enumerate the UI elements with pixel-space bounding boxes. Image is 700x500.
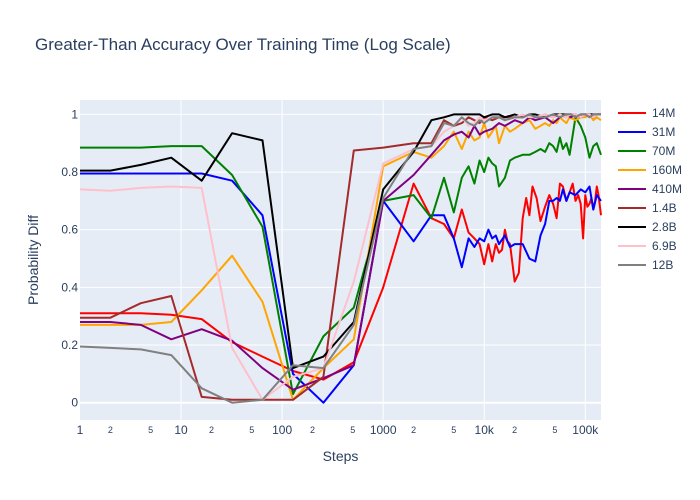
legend-item-12B[interactable]: 12B bbox=[618, 258, 673, 272]
x-tick-label: 100k bbox=[572, 423, 599, 437]
legend-item-410M[interactable]: 410M bbox=[618, 182, 682, 196]
x-axis-ticks: 1 10 100 1000 10k 100k 2 5 2 5 2 5 2 5 2 5 bbox=[77, 423, 600, 437]
y-axis-title: Probability Diff bbox=[25, 215, 41, 305]
x-minor-tick-label: 5 bbox=[552, 425, 557, 435]
y-tick-label: 0.4 bbox=[61, 280, 78, 294]
legend-label: 2.8B bbox=[652, 220, 677, 234]
legend-item-70M[interactable]: 70M bbox=[618, 144, 675, 158]
x-minor-tick-label: 2 bbox=[411, 425, 416, 435]
x-minor-tick-label: 5 bbox=[451, 425, 456, 435]
legend-label: 14M bbox=[652, 106, 675, 120]
x-tick-label: 10 bbox=[174, 423, 188, 437]
series-line-12B bbox=[79, 113, 601, 404]
series-line-6.9B bbox=[79, 113, 601, 401]
legend-label: 160M bbox=[652, 163, 682, 177]
series-line-70M bbox=[80, 116, 602, 396]
y-tick-label: 0 bbox=[71, 396, 78, 410]
y-axis-ticks: 0 0.2 0.4 0.6 0.8 1 bbox=[61, 107, 78, 409]
y-tick-label: 1 bbox=[71, 107, 78, 121]
x-tick-label: 1000 bbox=[370, 423, 397, 437]
x-minor-tick-label: 5 bbox=[350, 425, 355, 435]
y-tick-label: 0.8 bbox=[61, 165, 78, 179]
legend-item-6.9B[interactable]: 6.9B bbox=[618, 239, 677, 253]
legend-item-14M[interactable]: 14M bbox=[618, 106, 675, 120]
x-minor-tick-label: 5 bbox=[249, 425, 254, 435]
x-minor-tick-label: 2 bbox=[310, 425, 315, 435]
legend-item-160M[interactable]: 160M bbox=[618, 163, 682, 177]
x-axis-title: Steps bbox=[323, 448, 359, 464]
x-minor-tick-label: 2 bbox=[512, 425, 517, 435]
legend-label: 70M bbox=[652, 144, 675, 158]
x-tick-label: 10k bbox=[475, 423, 495, 437]
x-minor-tick-label: 2 bbox=[108, 425, 113, 435]
x-tick-label: 1 bbox=[77, 423, 84, 437]
legend-item-2.8B[interactable]: 2.8B bbox=[618, 220, 677, 234]
x-tick-label: 100 bbox=[272, 423, 292, 437]
y-tick-label: 0.2 bbox=[61, 338, 78, 352]
x-minor-tick-label: 2 bbox=[209, 425, 214, 435]
legend-label: 31M bbox=[652, 125, 675, 139]
legend-item-1.4B[interactable]: 1.4B bbox=[618, 201, 677, 215]
legend-label: 6.9B bbox=[652, 239, 677, 253]
legend[interactable]: 14M 31M 70M 160M 410M 1.4B 2.8B 6.9B 12B bbox=[618, 106, 682, 272]
series-line-14M bbox=[80, 182, 602, 381]
y-tick-label: 0.6 bbox=[61, 223, 78, 237]
legend-item-31M[interactable]: 31M bbox=[618, 125, 675, 139]
plot-area bbox=[80, 100, 601, 420]
series-lines bbox=[79, 113, 602, 404]
x-minor-tick-label: 5 bbox=[148, 425, 153, 435]
chart-title: Greater-Than Accuracy Over Training Time… bbox=[35, 35, 451, 54]
legend-label: 410M bbox=[652, 182, 682, 196]
legend-label: 12B bbox=[652, 258, 673, 272]
legend-label: 1.4B bbox=[652, 201, 677, 215]
